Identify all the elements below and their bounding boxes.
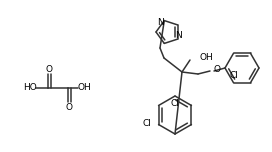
Text: O: O	[45, 64, 52, 74]
Text: Cl: Cl	[229, 71, 238, 80]
Text: OH: OH	[77, 83, 91, 93]
Text: Cl: Cl	[171, 98, 180, 107]
Text: O: O	[213, 66, 220, 74]
Text: O: O	[66, 102, 73, 112]
Text: Cl: Cl	[143, 119, 152, 128]
Text: OH: OH	[199, 54, 213, 62]
Text: HO: HO	[23, 83, 37, 93]
Text: N: N	[175, 31, 182, 40]
Text: N: N	[157, 18, 164, 27]
